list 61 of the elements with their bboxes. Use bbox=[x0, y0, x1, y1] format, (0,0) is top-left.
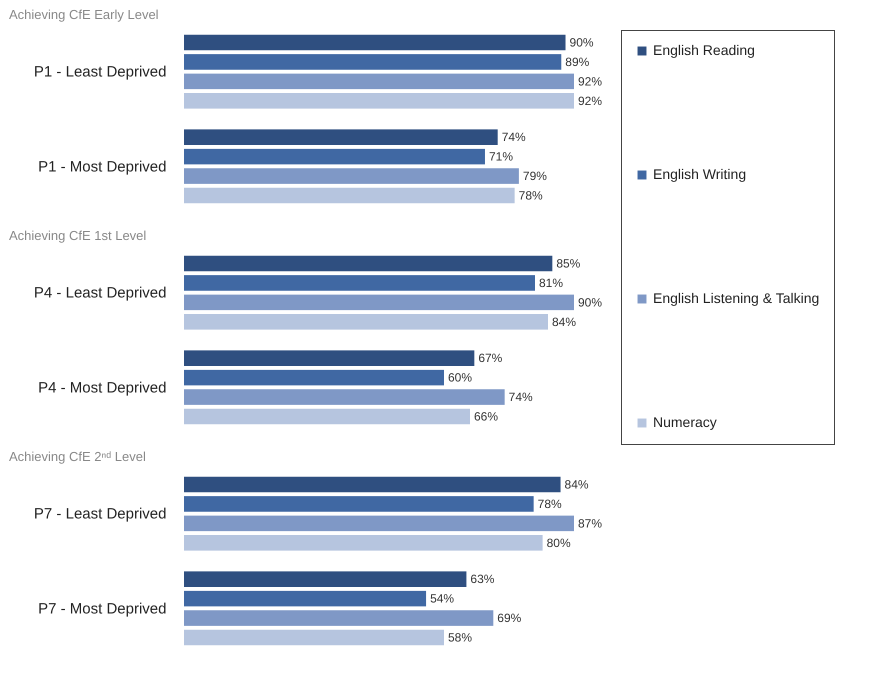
data-label: 90% bbox=[578, 295, 602, 310]
data-label: 63% bbox=[470, 572, 495, 586]
chart-title: Achieving CfE Early Level bbox=[9, 7, 159, 22]
bar bbox=[184, 188, 515, 204]
data-label: 58% bbox=[448, 630, 472, 644]
data-label: 54% bbox=[430, 592, 454, 606]
bar bbox=[184, 314, 548, 330]
bar bbox=[184, 516, 574, 532]
data-label: 71% bbox=[488, 150, 514, 164]
bar bbox=[184, 630, 444, 646]
bar bbox=[184, 571, 466, 587]
bar bbox=[184, 275, 535, 291]
bar bbox=[184, 590, 426, 606]
bar bbox=[184, 148, 485, 164]
y-tick-label: P4 - Least Deprived bbox=[34, 284, 166, 302]
data-label: 79% bbox=[522, 169, 548, 184]
bar bbox=[184, 496, 534, 512]
bar bbox=[184, 610, 494, 626]
y-tick-label: P7 - Least Deprived bbox=[34, 506, 166, 523]
y-tick-label: P4 - Most Deprived bbox=[38, 379, 166, 396]
data-label: 60% bbox=[448, 370, 472, 385]
legend-label: English Writing bbox=[653, 166, 746, 182]
bar bbox=[184, 350, 474, 366]
data-label: 80% bbox=[546, 536, 571, 550]
bar bbox=[184, 476, 561, 492]
bar bbox=[184, 294, 574, 310]
bar bbox=[184, 129, 498, 145]
data-label: 84% bbox=[552, 314, 576, 329]
bar bbox=[184, 34, 566, 50]
data-label: 84% bbox=[564, 478, 589, 492]
data-label: 69% bbox=[497, 611, 522, 626]
data-label: 85% bbox=[556, 256, 581, 271]
data-label: 92% bbox=[578, 74, 602, 88]
bar bbox=[184, 370, 444, 386]
data-label: 92% bbox=[578, 94, 602, 108]
bar bbox=[184, 74, 574, 90]
bar bbox=[184, 54, 562, 70]
data-label: 74% bbox=[502, 130, 526, 144]
text: Achieving CfE 1st Level bbox=[9, 228, 146, 243]
y-tick-label: P7 - Most Deprived bbox=[38, 600, 166, 618]
data-label: 74% bbox=[508, 390, 534, 404]
data-label: 90% bbox=[570, 36, 594, 50]
bar bbox=[184, 168, 519, 184]
data-label: 87% bbox=[578, 516, 602, 530]
bar bbox=[184, 93, 574, 109]
bar bbox=[184, 408, 470, 424]
bar bbox=[184, 256, 552, 272]
data-label: 78% bbox=[518, 188, 543, 202]
data-label: 78% bbox=[538, 496, 562, 511]
legend-label: English Listening & Talking bbox=[653, 290, 820, 306]
legend-label: Numeracy bbox=[653, 414, 717, 430]
data-label: 67% bbox=[478, 351, 503, 366]
bar bbox=[184, 389, 505, 405]
legend-label: English Reading bbox=[653, 42, 755, 58]
data-label: 89% bbox=[565, 54, 590, 69]
bar bbox=[184, 535, 543, 551]
y-tick-label: P1 - Most Deprived bbox=[38, 158, 166, 176]
data-label: 81% bbox=[539, 276, 564, 290]
text: Achieving CfE 2ⁿᵈ Level bbox=[9, 449, 146, 464]
y-tick-label: P1 - Least Deprived bbox=[34, 64, 166, 81]
data-label: 66% bbox=[474, 409, 498, 424]
